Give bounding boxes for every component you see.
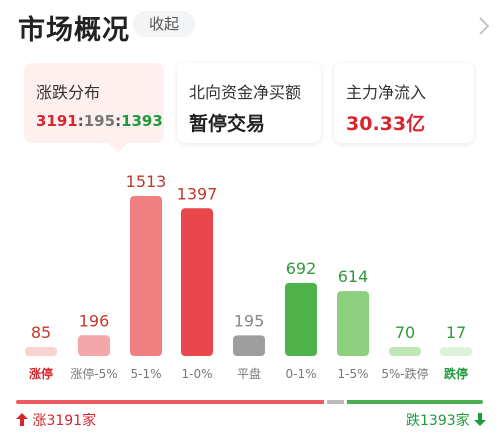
category-label: 1-0% [181,367,212,381]
card-label: 涨跌分布 [36,83,101,102]
flat-proportion-segment [327,400,344,404]
header: 市场概况 收起 [0,0,499,50]
category-label: 5-1% [130,367,161,381]
chevron-right-icon[interactable] [474,14,494,38]
bar-value-label: 17 [446,323,466,342]
bar-value-label: 692 [286,259,317,278]
card-main-net-inflow[interactable]: 主力净流入 30.33亿 [334,63,474,143]
page-title: 市场概况 [18,15,130,46]
category-label: 跌停 [444,366,468,381]
bar-2 [130,196,162,356]
card-value: 30.33亿 [346,113,426,135]
bar-4 [233,335,265,356]
bar-5 [285,282,317,356]
ratio-flat-count: 195 [83,112,116,130]
bar-8 [440,347,472,356]
down-proportion-segment [347,400,483,404]
category-label: 1-5% [337,367,368,381]
card-northbound-funds[interactable]: 北向资金净买额 暂停交易 [177,63,321,143]
category-label: 平盘 [237,366,261,381]
rise-fall-ratio: 3191:195:1393 [36,109,163,131]
down-total-label: 跌1393家 [406,413,470,429]
summary-cards: 涨跌分布 3191:195:1393 北向资金净买额 暂停交易 主力净流入 30… [0,63,499,183]
down-total: 跌1393家 [406,410,487,430]
ratio-separator: : [77,112,84,130]
bar-value-label: 1397 [177,184,218,203]
bar-0 [25,347,57,356]
rise-fall-distribution-chart: 85 涨停 196 涨停-5% 1513 5-1% 1397 1-0% 195 平盘 692 0-1%… [0,160,499,390]
collapse-button[interactable]: 收起 [133,11,195,37]
card-pointer [108,143,128,153]
arrow-down-icon [474,413,487,426]
bar-value-label: 70 [395,323,415,342]
distribution-chart-svg: 85 涨停 196 涨停-5% 1513 5-1% 1397 1-0% 195 平盘 692 0-1%… [25,172,472,381]
bar-value-label: 196 [79,311,110,330]
category-label: 涨停 [29,366,53,381]
arrow-up-icon [16,413,28,426]
bar-6 [337,291,369,356]
bar-value-label: 1513 [126,172,167,191]
bar-value-label: 614 [338,267,369,286]
up-proportion-segment [16,400,324,404]
bar-value-label: 85 [31,323,51,342]
category-label: 涨停-5% [70,366,117,381]
up-total: 涨3191家 [16,410,96,430]
ratio-up-count: 3191 [36,112,78,130]
card-value: 暂停交易 [189,113,266,135]
bar-1 [78,335,110,356]
category-label: 0-1% [285,367,316,381]
bar-value-label: 195 [234,311,265,330]
card-rise-fall-distribution[interactable]: 涨跌分布 3191:195:1393 [24,63,164,153]
up-down-summary-bar: 涨3191家 跌1393家 [0,396,499,441]
category-label: 5%-跌停 [381,366,428,381]
bar-7 [389,347,421,356]
ratio-down-count: 1393 [121,112,163,130]
card-label: 主力净流入 [346,83,427,102]
bar-3 [181,208,213,356]
card-label: 北向资金净买额 [189,83,302,102]
ratio-separator: : [115,112,122,130]
up-total-label: 涨3191家 [32,413,97,429]
